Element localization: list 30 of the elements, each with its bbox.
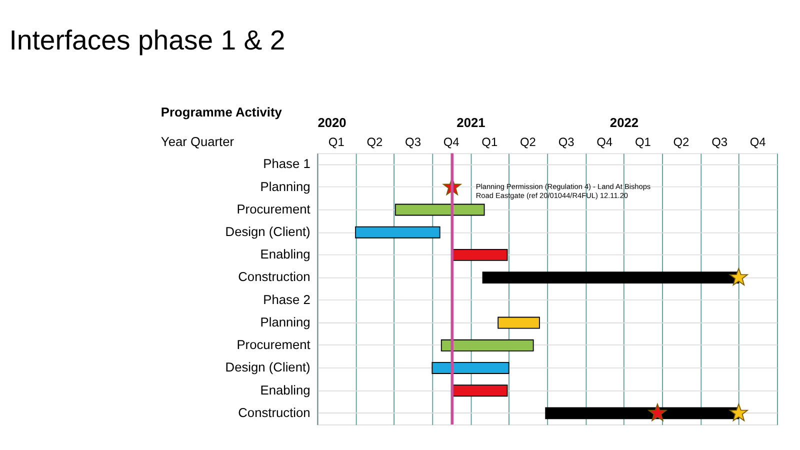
text: Q2	[366, 134, 384, 149]
y-tick-label: Construction	[238, 269, 310, 284]
text: Q4	[750, 134, 766, 149]
y-tick-label: Design (Client)	[225, 360, 310, 375]
y-tick-label: Enabling	[260, 382, 310, 398]
y-tick-label: Construction	[238, 404, 310, 420]
text: Q3	[405, 134, 422, 149]
y-tick-label: Procurement	[236, 201, 311, 216]
text: Year Quarter	[160, 134, 235, 149]
text: Q4	[443, 134, 460, 149]
chart-title: Interfaces phase 1 & 2	[9, 24, 286, 56]
y-tick-label: Design (Client)	[225, 224, 310, 240]
x-tick-label: 2021	[456, 115, 486, 130]
y-tick-label: Phase 2	[263, 292, 310, 307]
text: Q1	[328, 134, 345, 149]
y-tick-label: Procurement	[236, 337, 311, 352]
text: Q1	[482, 134, 498, 149]
y-tick-label: Enabling	[260, 246, 310, 262]
text: Q3	[712, 134, 728, 149]
text: Q2	[673, 134, 690, 149]
y-tick-label: Planning	[260, 314, 310, 330]
text: Q3	[558, 134, 575, 149]
text: Programme Activity	[160, 104, 283, 120]
y-tick-label: Phase 1	[263, 156, 310, 172]
x-tick-label: 2020	[318, 115, 346, 130]
x-tick-label: 2022	[610, 115, 639, 130]
text: Q2	[520, 134, 536, 149]
y-tick-label: Planning	[260, 178, 310, 194]
text: Q1	[634, 134, 652, 149]
text: Q4	[596, 134, 613, 149]
